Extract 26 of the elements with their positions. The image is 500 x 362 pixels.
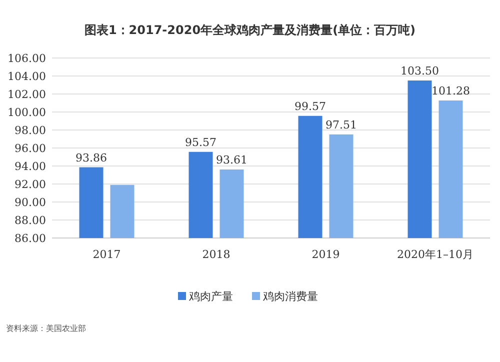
y-tick-label: 104.00 [8, 70, 46, 83]
data-label: 99.57 [294, 100, 326, 113]
y-tick-label: 102.00 [8, 88, 46, 101]
y-tick-label: 94.00 [14, 160, 46, 173]
data-label: 101.28 [432, 84, 470, 98]
y-tick-label: 90.00 [14, 196, 46, 209]
y-tick-label: 88.00 [14, 214, 46, 227]
x-tick-label: 2017 [92, 248, 121, 261]
y-tick-label: 98.00 [14, 124, 46, 137]
y-tick-label: 86.00 [14, 232, 46, 245]
data-label: 95.57 [185, 136, 216, 149]
data-label: 93.86 [76, 151, 107, 164]
text: 资料来源：美国农业部 [6, 324, 86, 333]
y-tick-label: 106.00 [8, 52, 46, 65]
y-tick-label: 92.00 [14, 178, 46, 191]
legend-label: 鸡肉产量 [188, 290, 233, 303]
x-tick-label: 2019 [312, 248, 340, 261]
legend-label: 鸡肉消费量 [262, 290, 318, 303]
x-tick-label: 2020年1–10月 [397, 248, 474, 261]
y-tick-label: 100.00 [8, 106, 46, 119]
y-tick-label: 96.00 [14, 142, 46, 155]
data-label: 103.50 [400, 64, 439, 78]
data-label: 93.61 [216, 154, 248, 167]
data-label: 97.51 [326, 118, 357, 132]
x-tick-label: 2018 [202, 248, 230, 261]
chart-title: 图表1：2017-2020年全球鸡肉产量及消费量(单位：百万吨) [84, 23, 416, 37]
